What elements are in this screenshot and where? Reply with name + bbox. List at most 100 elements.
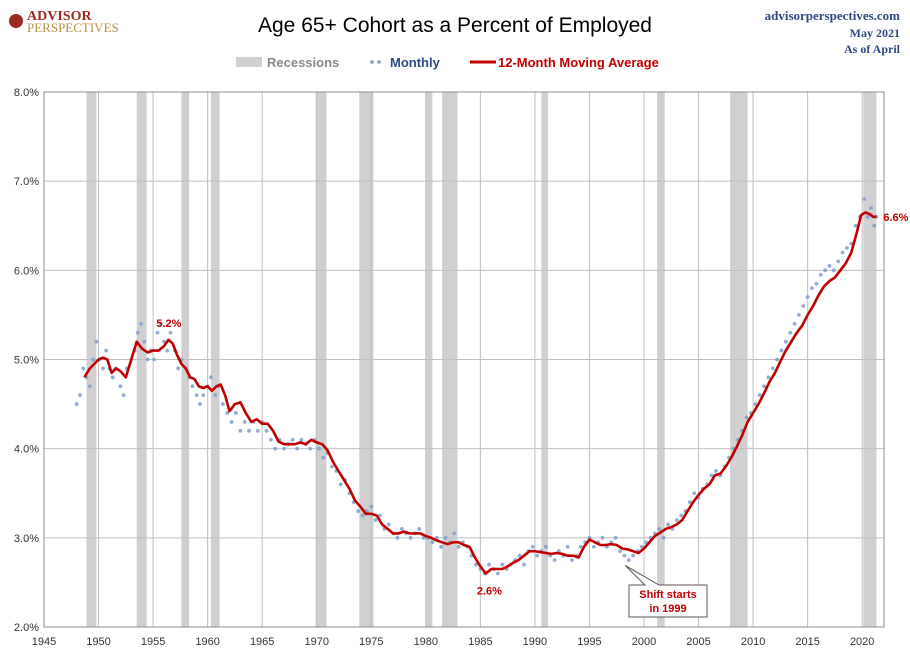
monthly-point <box>775 357 779 362</box>
monthly-point <box>792 321 797 326</box>
x-tick-label: 1970 <box>304 636 328 648</box>
monthly-point <box>101 366 105 371</box>
monthly-point <box>666 522 670 527</box>
monthly-point <box>209 375 213 380</box>
y-tick-label: 8.0% <box>14 87 39 99</box>
monthly-point <box>155 330 160 335</box>
monthly-point <box>565 544 570 549</box>
legend: Recessions Monthly 12-Month Moving Avera… <box>236 55 659 70</box>
monthly-point <box>198 402 202 406</box>
monthly-point <box>238 428 243 433</box>
x-tick-label: 1975 <box>359 636 383 648</box>
monthly-point <box>517 553 522 558</box>
monthly-point <box>81 366 86 371</box>
y-tick-label: 5.0% <box>14 355 39 367</box>
advisor-perspectives-logo: ADVISOR PERSPECTIVES <box>9 9 119 35</box>
monthly-point <box>814 281 819 286</box>
monthly-point <box>338 482 343 487</box>
monthly-point <box>535 553 539 558</box>
monthly-point <box>810 286 814 291</box>
monthly-point <box>94 339 99 344</box>
monthly-point <box>158 321 163 326</box>
monthly-point <box>408 535 413 540</box>
source-date: May 2021 <box>850 26 900 40</box>
monthly-point <box>853 223 858 228</box>
monthly-point <box>836 259 841 264</box>
monthly-point <box>714 469 718 473</box>
monthly-point <box>176 366 181 371</box>
monthly-point <box>709 473 714 478</box>
callout-text-line1: Shift starts <box>639 589 696 601</box>
source-site: advisorperspectives.com <box>765 8 901 23</box>
y-tick-label: 7.0% <box>14 176 39 188</box>
monthly-point <box>234 411 238 415</box>
x-tick-label: 1980 <box>414 636 438 648</box>
chart-title: Age 65+ Cohort as a Percent of Employed <box>258 14 652 37</box>
monthly-point <box>613 535 618 540</box>
monthly-point <box>845 246 849 250</box>
source-asof: As of April <box>844 42 901 56</box>
monthly-point <box>139 321 143 326</box>
monthly-point <box>788 330 793 335</box>
monthly-point <box>618 549 622 554</box>
x-tick-label: 1960 <box>195 636 219 648</box>
legend-monthly-dot <box>370 60 374 64</box>
monthly-point <box>308 446 313 451</box>
monthly-point <box>783 339 788 344</box>
monthly-point <box>661 535 666 540</box>
x-tick-label: 1955 <box>141 636 165 648</box>
monthly-point <box>522 562 526 567</box>
monthly-point <box>474 562 478 567</box>
monthly-point <box>770 366 775 371</box>
monthly-point <box>757 393 762 398</box>
monthly-point <box>831 268 836 273</box>
monthly-point <box>421 535 426 540</box>
monthly-point <box>225 411 230 415</box>
monthly-point <box>282 446 286 451</box>
monthly-point <box>104 348 109 353</box>
monthly-point <box>386 522 391 527</box>
monthly-point <box>317 446 321 451</box>
monthly-point <box>679 513 683 518</box>
callout-text-line2: in 1999 <box>649 603 686 615</box>
x-tick-label: 2020 <box>850 636 874 648</box>
monthly-point <box>862 197 867 201</box>
y-tick-label: 3.0% <box>14 533 39 545</box>
monthly-point <box>543 544 548 549</box>
monthly-point <box>687 500 692 505</box>
monthly-point <box>142 339 147 344</box>
monthly-point <box>622 553 627 558</box>
logo-bottom-text: PERSPECTIVES <box>27 20 119 35</box>
monthly-point <box>399 527 404 531</box>
legend-monthly-label: Monthly <box>390 55 441 70</box>
monthly-point <box>145 357 150 362</box>
legend-monthly-dot <box>377 60 381 64</box>
plot-border <box>43 91 885 628</box>
monthly-point <box>78 393 82 398</box>
monthly-point <box>762 384 766 389</box>
monthly-point <box>753 402 758 406</box>
x-tick-label: 1985 <box>468 636 492 648</box>
monthly-point <box>456 544 461 549</box>
y-tick-label: 6.0% <box>14 265 39 277</box>
monthly-point <box>299 437 304 442</box>
monthly-point <box>530 544 535 549</box>
monthly-point <box>269 437 273 442</box>
monthly-point <box>823 268 827 273</box>
monthly-point <box>264 428 269 433</box>
monthly-point <box>639 544 644 549</box>
monthly-point <box>779 348 784 353</box>
monthly-point <box>818 272 823 277</box>
monthly-point <box>631 553 635 558</box>
monthly-point <box>213 393 218 398</box>
y-tick-label: 4.0% <box>14 444 39 456</box>
monthly-point <box>674 518 679 522</box>
monthly-point <box>91 357 95 362</box>
monthly-point <box>600 535 605 540</box>
monthly-point <box>168 330 173 335</box>
x-tick-label: 1965 <box>250 636 274 648</box>
monthly-point <box>443 535 448 540</box>
x-tick-label: 2005 <box>686 636 710 648</box>
plot-area: 2.0% 3.0% 4.0% 5.0% 6.0% 7.0% 8.0% 1945 1950 1955… <box>14 87 909 648</box>
